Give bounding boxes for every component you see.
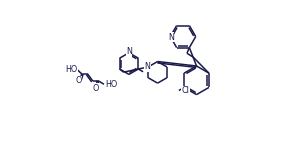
Text: N: N bbox=[168, 33, 174, 41]
Text: O: O bbox=[75, 76, 81, 85]
Text: N: N bbox=[144, 62, 150, 71]
Text: HO: HO bbox=[65, 65, 77, 74]
Text: O: O bbox=[92, 84, 98, 93]
Text: HO: HO bbox=[105, 80, 117, 89]
Text: N: N bbox=[126, 48, 132, 56]
Text: Cl: Cl bbox=[182, 86, 190, 95]
